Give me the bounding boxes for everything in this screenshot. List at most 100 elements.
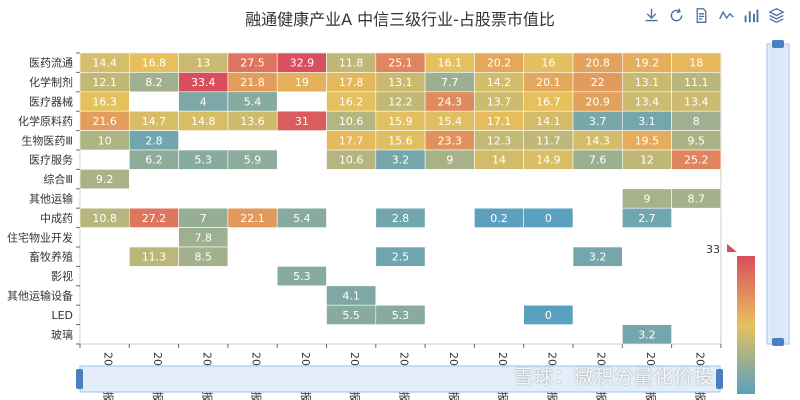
cell-value-label: 4 (200, 96, 207, 109)
cell-value-label: 13 (196, 57, 210, 70)
cell-value-label: 16 (541, 57, 555, 70)
cell-value-label: 16.1 (438, 57, 463, 70)
chart-toolbar (643, 7, 785, 24)
y-category-label: 其他运输 (29, 192, 73, 206)
cell-value-label: 19.2 (635, 57, 660, 70)
cell-value-label: 14.7 (142, 115, 167, 128)
cell-value-label: 10.6 (339, 154, 364, 167)
visual-map-max-handle[interactable] (727, 244, 737, 252)
cell-value-label: 13.7 (487, 96, 512, 109)
cell-value-label: 12.2 (388, 96, 413, 109)
cell-value-label: 14.3 (585, 134, 610, 147)
visual-map-bar[interactable] (737, 256, 755, 394)
y-datazoom-top-handle[interactable] (772, 40, 784, 48)
cell-value-label: 31 (295, 115, 309, 128)
cell-value-label: 27.2 (142, 212, 167, 225)
cell-value-label: 0.2 (490, 212, 508, 225)
cell-value-label: 18 (689, 57, 703, 70)
y-datazoom-bottom-handle[interactable] (772, 338, 784, 346)
cell-value-label: 15.9 (388, 115, 413, 128)
heatmap-cell[interactable] (276, 266, 327, 287)
cell-value-label: 13.4 (635, 96, 660, 109)
cell-value-label: 15.4 (438, 115, 463, 128)
heatmap-cell[interactable] (621, 324, 672, 345)
cell-value-label: 4.1 (342, 290, 360, 303)
heatmap-cell[interactable] (621, 207, 672, 228)
cell-value-label: 21.6 (92, 115, 117, 128)
cell-value-label: 10.8 (92, 212, 117, 225)
download-icon[interactable] (643, 7, 660, 24)
cell-value-label: 19.5 (635, 134, 660, 147)
cell-value-label: 20.9 (585, 96, 610, 109)
refresh-icon[interactable] (668, 7, 685, 24)
heatmap-cell[interactable] (375, 304, 426, 325)
cell-value-label: 7.8 (195, 231, 213, 244)
cell-value-label: 19 (295, 76, 309, 89)
cell-value-label: 9.2 (96, 173, 114, 186)
x-datazoom-right-handle[interactable] (716, 369, 723, 389)
cell-value-label: 11.8 (339, 57, 364, 70)
heatmap-cell[interactable] (178, 246, 229, 267)
heatmap-cell[interactable] (671, 188, 722, 209)
cell-value-label: 15.6 (388, 134, 413, 147)
y-category-label: 医疗服务 (29, 153, 73, 167)
data-view-icon[interactable] (693, 7, 710, 24)
cell-value-label: 13.1 (388, 76, 413, 89)
cell-value-label: 14.1 (536, 115, 561, 128)
cell-value-label: 23.3 (438, 134, 463, 147)
cell-value-label: 17.8 (339, 76, 364, 89)
cell-value-label: 20.8 (585, 57, 610, 70)
cell-value-label: 5.3 (392, 309, 410, 322)
x-datazoom-left-handle[interactable] (76, 369, 83, 389)
cell-value-label: 6.2 (145, 154, 163, 167)
heatmap-cell[interactable] (375, 207, 426, 228)
cell-value-label: 2.8 (145, 134, 163, 147)
heatmap-cell[interactable] (523, 304, 574, 325)
heatmap-cell[interactable] (276, 207, 327, 228)
cell-value-label: 12.3 (487, 134, 512, 147)
cell-value-label: 12 (640, 154, 654, 167)
heatmap-cell[interactable] (523, 207, 574, 228)
cell-value-label: 8.5 (195, 251, 213, 264)
line-chart-icon[interactable] (718, 7, 735, 24)
cell-value-label: 5.3 (195, 154, 213, 167)
cell-value-label: 16.3 (92, 96, 117, 109)
cell-value-label: 9 (446, 154, 453, 167)
heatmap-cell[interactable] (79, 169, 130, 190)
cell-value-label: 22 (591, 76, 605, 89)
y-category-label: 畜牧养殖 (29, 250, 73, 264)
cell-value-label: 10.6 (339, 115, 364, 128)
y-category-label: 中成药 (40, 212, 73, 225)
bar-chart-icon[interactable] (743, 7, 760, 24)
cell-value-label: 3.1 (638, 115, 656, 128)
cell-value-label: 14.2 (487, 76, 512, 89)
cell-value-label: 8.7 (688, 193, 706, 206)
stack-icon[interactable] (768, 7, 785, 24)
heatmap-cells: 14.4 16.8 13 27.5 32.9 11.8 25.1 16.1 20.2 16 20.8… (79, 52, 722, 345)
visual-map-legend[interactable] (727, 244, 755, 394)
heatmap-cell[interactable] (572, 246, 623, 267)
y-category-label: 综合Ⅲ (43, 172, 73, 186)
heatmap-cell[interactable] (375, 246, 426, 267)
cell-value-label: 21.8 (240, 76, 265, 89)
cell-value-label: 14.8 (191, 115, 216, 128)
y-category-label: LED (51, 309, 73, 322)
cell-value-label: 11.3 (142, 251, 167, 264)
cell-value-label: 7.7 (441, 76, 459, 89)
cell-value-label: 3.2 (638, 328, 656, 341)
heatmap-cell[interactable] (671, 149, 722, 170)
cell-value-label: 17.1 (487, 115, 512, 128)
cell-value-label: 14.4 (92, 57, 117, 70)
cell-value-label: 11.7 (536, 134, 561, 147)
cell-value-label: 20.1 (536, 76, 561, 89)
cell-value-label: 7 (200, 212, 207, 225)
y-datazoom-slider[interactable] (766, 40, 790, 346)
y-category-label: 医药流通 (29, 56, 73, 70)
cell-value-label: 16.2 (339, 96, 364, 109)
cell-value-label: 10 (98, 134, 112, 147)
cell-value-label: 27.5 (240, 57, 265, 70)
x-datazoom-slider[interactable] (76, 365, 723, 393)
cell-value-label: 33.4 (191, 76, 216, 89)
cell-value-label: 5.4 (293, 212, 311, 225)
heatmap-cell[interactable] (227, 149, 278, 170)
